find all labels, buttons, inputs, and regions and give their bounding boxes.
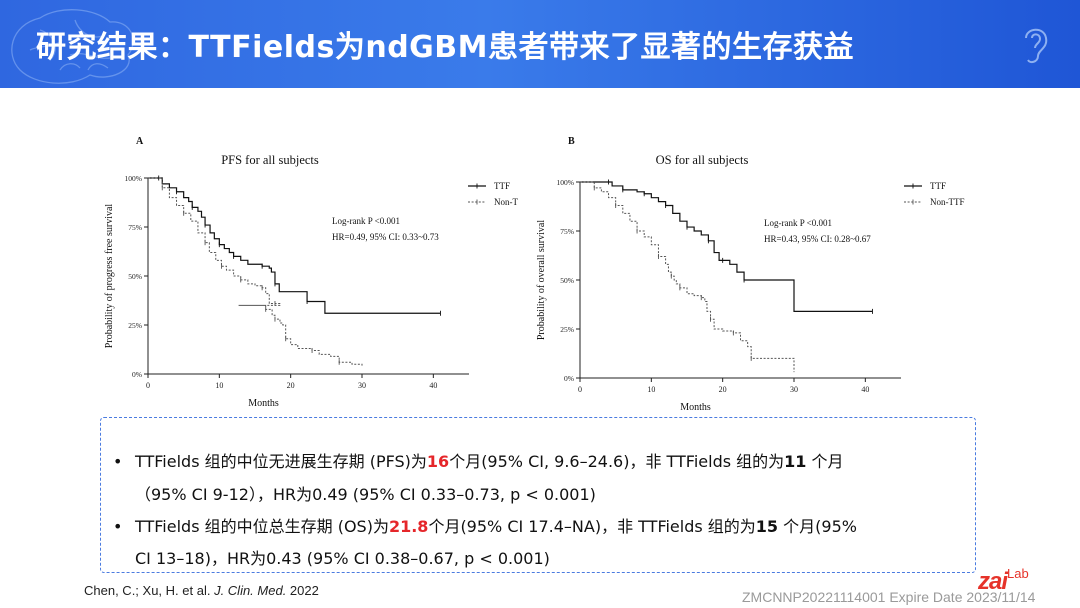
legend-label: TTF bbox=[930, 181, 946, 191]
km-curve-non-ttf bbox=[148, 177, 363, 367]
brain-outline-decoration-icon bbox=[11, 9, 134, 84]
bullet-pfs-median-ttf: 16 bbox=[426, 452, 450, 471]
km-chart-pfs: A PFS for all subjects 0 10 20 30 40 0% 25% 50% 75… bbox=[104, 136, 518, 409]
expire-date: ZMCNNP20221114001 Expire Date 2023/11/14 bbox=[742, 589, 1036, 605]
chart-title: PFS for all subjects bbox=[221, 153, 319, 167]
x-tick-label: 40 bbox=[429, 381, 437, 390]
ear-outline-icon bbox=[1025, 28, 1048, 64]
y-tick-label: 0% bbox=[564, 374, 574, 383]
citation-authors: Chen, C.; Xu, H. et al. bbox=[84, 583, 215, 598]
summary-box: • TTFields 组的中位无进展生存期 (PFS)为16个月(95% CI, … bbox=[100, 417, 976, 573]
y-tick-label: 50% bbox=[128, 272, 142, 281]
chart-title: OS for all subjects bbox=[656, 153, 749, 167]
x-tick-label: 0 bbox=[578, 385, 582, 394]
y-axis-label: Probability of overall survival bbox=[536, 220, 547, 340]
bullet-pfs: • TTFields 组的中位无进展生存期 (PFS)为16个月(95% CI, … bbox=[113, 448, 844, 472]
legend-label: Non-TTF bbox=[494, 197, 518, 207]
annotation-hr: HR=0.43, 95% CI: 0.28~0.67 bbox=[764, 234, 871, 244]
y-tick-label: 50% bbox=[560, 276, 574, 285]
x-axis-label: Months bbox=[248, 398, 279, 409]
bullet-os-median-ttf: 21.8 bbox=[388, 517, 429, 536]
x-tick-label: 30 bbox=[358, 381, 366, 390]
annotation-logrank: Log-rank P <0.001 bbox=[332, 216, 400, 226]
x-axis-label: Months bbox=[680, 402, 711, 413]
x-tick-label: 20 bbox=[719, 385, 727, 394]
citation-year: 2022 bbox=[286, 583, 319, 598]
bullet-pfs-continuation: （95% CI 9-12），HR为0.49 (95% CI 0.33–0.73,… bbox=[135, 485, 596, 504]
zailab-logo: zaiLab bbox=[978, 566, 1046, 595]
km-curve-non-ttf bbox=[580, 181, 795, 373]
km-curve-ttf bbox=[580, 181, 873, 312]
x-tick-label: 40 bbox=[861, 385, 869, 394]
y-tick-label: 75% bbox=[128, 223, 142, 232]
bullet-dot: • bbox=[113, 517, 123, 536]
legend-label: TTF bbox=[494, 181, 510, 191]
bullet-os-prefix: TTFields 组的中位总生存期 (OS)为 bbox=[135, 517, 389, 536]
bullet-pfs-suffix: 个月 bbox=[806, 452, 844, 471]
bullet-os-continuation: CI 13–18)，HR为0.43 (95% CI 0.38–0.67, p <… bbox=[135, 549, 550, 568]
citation: Chen, C.; Xu, H. et al. J. Clin. Med. 20… bbox=[84, 583, 319, 598]
x-tick-label: 10 bbox=[647, 385, 655, 394]
y-axis-label: Probability of progress free survival bbox=[104, 204, 115, 349]
bullet-dot: • bbox=[113, 452, 123, 471]
y-tick-label: 25% bbox=[560, 325, 574, 334]
y-tick-label: 0% bbox=[132, 370, 142, 379]
logo-sup-text: Lab bbox=[1007, 566, 1029, 581]
km-curve-ttf bbox=[148, 177, 441, 314]
legend-label: Non-TTF bbox=[930, 197, 965, 207]
panel-label: A bbox=[136, 136, 144, 147]
bullet-os-median-nonttf: 15 bbox=[755, 517, 779, 536]
y-tick-label: 100% bbox=[125, 174, 143, 183]
bullet-os-suffix: 个月(95% bbox=[778, 517, 857, 536]
annotation-hr: HR=0.49, 95% CI: 0.33~0.73 bbox=[332, 232, 439, 242]
y-tick-label: 75% bbox=[560, 227, 574, 236]
y-tick-label: 100% bbox=[557, 178, 575, 187]
km-chart-os: B OS for all subjects 0 10 20 30 40 0% 25% 50% 75%… bbox=[536, 136, 965, 413]
x-tick-label: 20 bbox=[287, 381, 295, 390]
x-tick-label: 0 bbox=[146, 381, 150, 390]
annotation-logrank: Log-rank P <0.001 bbox=[764, 218, 832, 228]
page-title: 研究结果：TTFields为ndGBM患者带来了显著的生存获益 bbox=[36, 30, 855, 65]
header-banner: 研究结果：TTFields为ndGBM患者带来了显著的生存获益 bbox=[0, 0, 1080, 88]
x-tick-label: 30 bbox=[790, 385, 798, 394]
bullet-pfs-prefix: TTFields 组的中位无进展生存期 (PFS)为 bbox=[135, 452, 427, 471]
bullet-pfs-mid: 个月(95% CI, 9.6–24.6)，非 TTFields 组的为 bbox=[449, 452, 785, 471]
bullet-pfs-median-nonttf: 11 bbox=[784, 452, 807, 471]
logo-main-text: zai bbox=[978, 568, 1008, 595]
y-tick-label: 25% bbox=[128, 321, 142, 330]
bullet-os-mid: 个月(95% CI 17.4–NA)，非 TTFields 组的为 bbox=[428, 517, 756, 536]
bullet-os: • TTFields 组的中位总生存期 (OS)为21.8个月(95% CI 17… bbox=[113, 513, 857, 537]
panel-label: B bbox=[568, 136, 575, 147]
citation-journal: J. Clin. Med. bbox=[214, 583, 287, 598]
x-tick-label: 10 bbox=[215, 381, 223, 390]
